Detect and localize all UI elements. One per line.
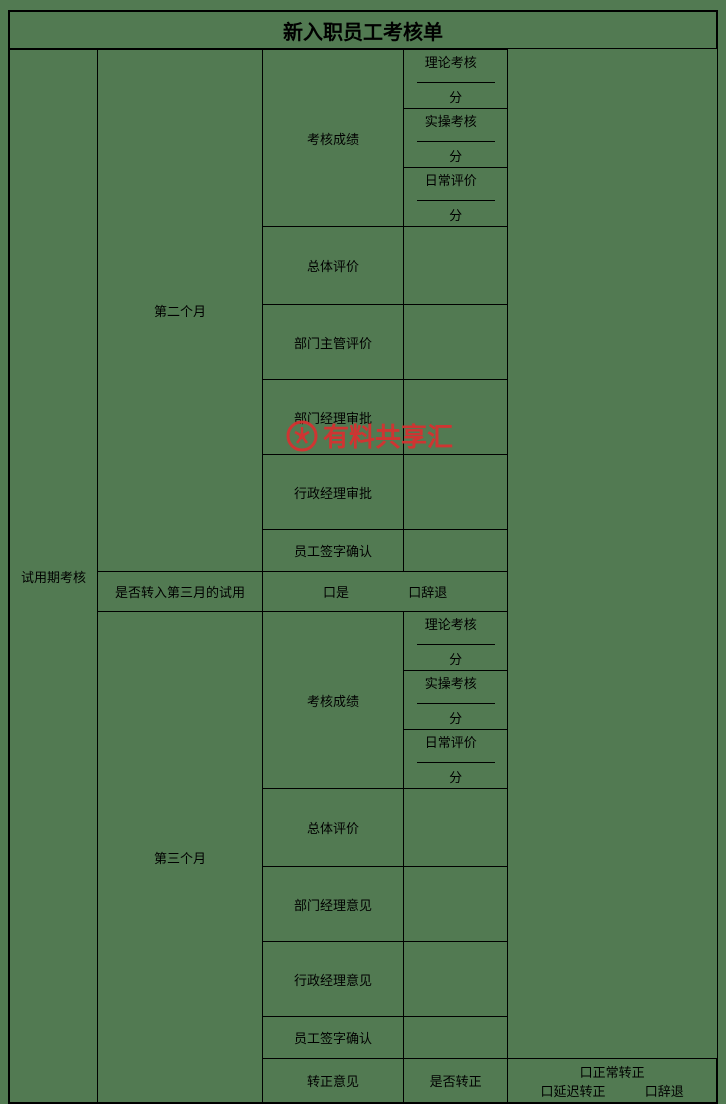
regular-left-label: 转正意见 [263, 1059, 404, 1103]
admin-mgr-opinion-label: 行政经理意见 [263, 942, 404, 1017]
theory-score-row: 理论考核 分 [404, 50, 508, 109]
practical-score-row: 实操考核 分 [404, 109, 508, 168]
score-suffix: 分 [449, 208, 462, 223]
score-suffix: 分 [449, 149, 462, 164]
dept-head-eval-label: 部门主管评价 [263, 305, 404, 380]
theory-fill[interactable] [417, 82, 495, 83]
dept-mgr-approve-label: 部门经理审批 [263, 380, 404, 455]
dept-mgr-approve-value[interactable] [404, 380, 508, 455]
daily-label-m3: 日常评价 [425, 735, 477, 750]
m2-decision-label: 是否转入第三月的试用 [98, 572, 263, 612]
emp-sign-value-m2[interactable] [404, 530, 508, 572]
opt-normal: 口正常转正 [580, 1062, 645, 1081]
daily-score-row: 日常评价 分 [404, 168, 508, 227]
overall-eval-label-m3: 总体评价 [263, 789, 404, 867]
admin-mgr-approve-label: 行政经理审批 [263, 455, 404, 530]
emp-sign-label-m3: 员工签字确认 [263, 1017, 404, 1059]
daily-label: 日常评价 [425, 173, 477, 188]
m2-opt-yes: 口是 [323, 582, 349, 601]
regular-question: 是否转正 [404, 1059, 508, 1103]
admin-mgr-approve-value[interactable] [404, 455, 508, 530]
overall-eval-label-m2: 总体评价 [263, 227, 404, 305]
emp-sign-label-m2: 员工签字确认 [263, 530, 404, 572]
daily-fill-m3[interactable] [417, 762, 495, 763]
dept-head-eval-value[interactable] [404, 305, 508, 380]
overall-eval-value-m2[interactable] [404, 227, 508, 305]
emp-sign-value-m3[interactable] [404, 1017, 508, 1059]
opt-dismiss: 口辞退 [645, 1081, 684, 1100]
practical-fill[interactable] [417, 141, 495, 142]
score-suffix: 分 [449, 90, 462, 105]
theory-label: 理论考核 [425, 55, 477, 70]
m2-opt-dismiss: 口辞退 [408, 582, 447, 601]
month2-label: 第二个月 [98, 50, 263, 572]
score-suffix-m3a: 分 [449, 652, 462, 667]
practical-fill-m3[interactable] [417, 703, 495, 704]
practical-label: 实操考核 [425, 114, 477, 129]
daily-score-row-m3: 日常评价 分 [404, 730, 508, 789]
month3-label: 第三个月 [98, 612, 263, 1103]
dept-mgr-opinion-value[interactable] [404, 867, 508, 942]
score-suffix-m3b: 分 [449, 711, 462, 726]
m2-decision-options[interactable]: 口是 口辞退 [263, 572, 508, 612]
exam-scores-label-m3: 考核成绩 [263, 612, 404, 789]
form-body: 试用期考核 第二个月 考核成绩 理论考核 分 实操考核 分 日常评价 分 [9, 49, 717, 1103]
evaluation-form: 新入职员工考核单 试用期考核 第二个月 考核成绩 理论考核 分 实操考核 分 [8, 10, 718, 1104]
daily-fill[interactable] [417, 200, 495, 201]
form-title: 新入职员工考核单 [9, 11, 717, 49]
regular-options[interactable]: 口正常转正 口延迟转正 口辞退 [508, 1059, 717, 1103]
score-suffix-m3c: 分 [449, 770, 462, 785]
overall-eval-value-m3[interactable] [404, 789, 508, 867]
theory-fill-m3[interactable] [417, 644, 495, 645]
theory-score-row-m3: 理论考核 分 [404, 612, 508, 671]
probation-label: 试用期考核 [10, 50, 98, 1103]
admin-mgr-opinion-value[interactable] [404, 942, 508, 1017]
practical-score-row-m3: 实操考核 分 [404, 671, 508, 730]
dept-mgr-opinion-label: 部门经理意见 [263, 867, 404, 942]
opt-delay: 口延迟转正 [541, 1081, 606, 1100]
exam-scores-label: 考核成绩 [263, 50, 404, 227]
theory-label-m3: 理论考核 [425, 617, 477, 632]
practical-label-m3: 实操考核 [425, 676, 477, 691]
